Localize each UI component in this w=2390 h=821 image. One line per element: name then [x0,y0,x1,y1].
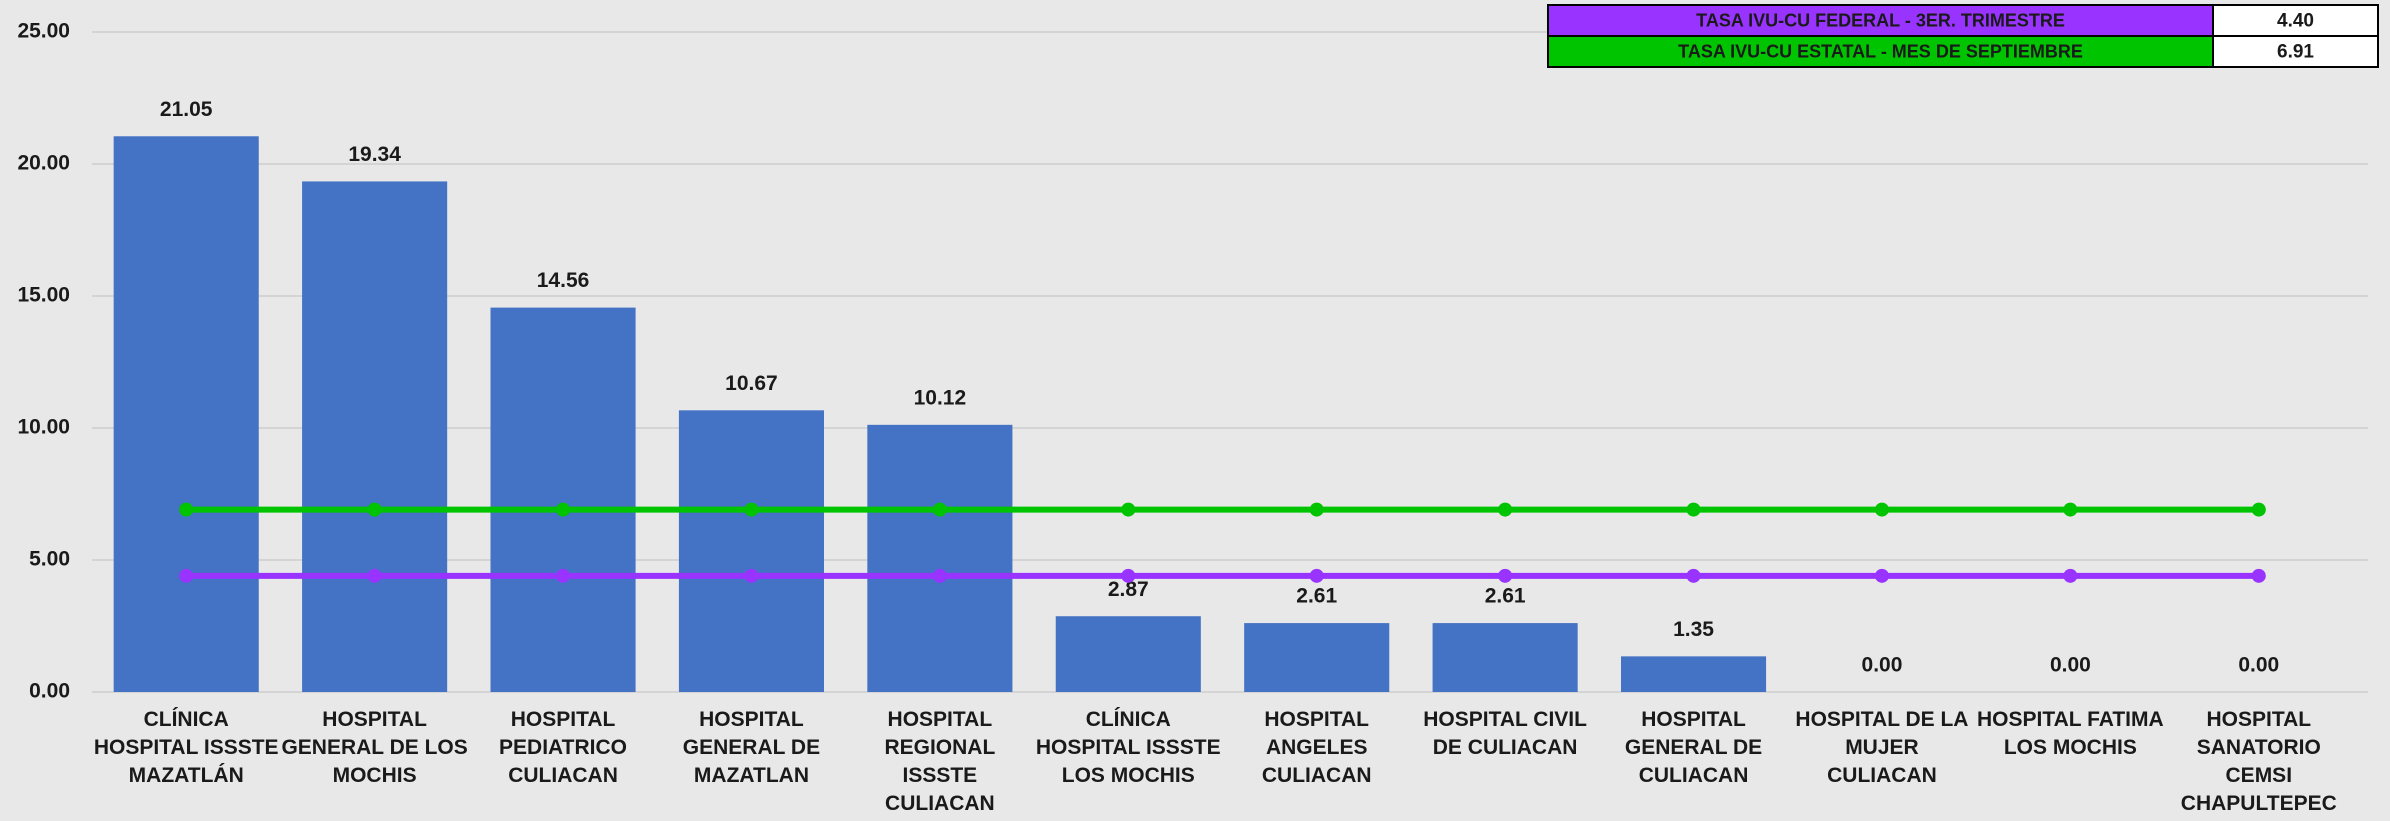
x-tick-label-box: HOSPITAL GENERAL DE CULIACAN [1624,708,1763,787]
x-tick-label-box: HOSPITAL DE LA MUJER CULIACAN [1795,708,1969,787]
line-marker [179,502,194,517]
line-marker [2063,502,2078,517]
line-marker [367,502,382,517]
data-label: 1.35 [1673,618,1714,641]
line-marker [932,568,947,583]
line-marker [2251,502,2266,517]
y-tick-label: 10.00 [17,416,70,439]
x-tick-label: HOSPITAL GENERAL DE MAZATLAN [682,708,821,787]
x-tick-label-box: HOSPITAL REGIONAL ISSSTE CULIACAN [884,708,996,815]
x-tick-label-box: CLÍNICA HOSPITAL ISSSTE MAZATLÁN [93,708,279,787]
x-tick-label: HOSPITAL GENERAL DE LOS MOCHIS [281,708,468,787]
bar [1055,616,1201,692]
line-marker [1686,502,1701,517]
y-tick-label: 15.00 [17,284,70,307]
x-tick-label: HOSPITAL FATIMA LOS MOCHIS [1977,708,2164,759]
line-marker [1309,502,1324,517]
line-marker [367,568,382,583]
bar [490,307,636,692]
data-label: 21.05 [160,98,213,121]
line-marker [556,568,571,583]
line-marker [744,568,759,583]
bar [302,181,448,692]
x-tick-label-box: HOSPITAL PEDIATRICO CULIACAN [499,708,627,787]
x-tick-label: HOSPITAL CIVIL DE CULIACAN [1423,708,1587,759]
x-tick-label-box: HOSPITAL GENERAL DE LOS MOCHIS [281,708,468,787]
bar [867,424,1013,692]
line-marker [1686,568,1701,583]
line-marker [1121,568,1136,583]
line-marker [2063,568,2078,583]
data-label: 10.12 [914,386,967,409]
legend-value: 4.40 [2277,11,2314,32]
y-tick-label: 25.00 [17,20,70,43]
bar [113,136,259,692]
x-tick-label: HOSPITAL ANGELES CULIACAN [1261,708,1372,787]
x-tick-label: HOSPITAL REGIONAL ISSSTE CULIACAN [884,708,996,815]
line-marker [1498,502,1513,517]
line-marker [744,502,759,517]
data-label: 0.00 [1862,654,1903,677]
legend-swatch [1547,4,2214,37]
x-tick-label-box: HOSPITAL FATIMA LOS MOCHIS [1977,708,2164,759]
x-tick-label: HOSPITAL DE LA MUJER CULIACAN [1795,708,1969,787]
x-tick-label: CLÍNICA HOSPITAL ISSSTE LOS MOCHIS [1035,708,1221,787]
bar [1244,623,1390,692]
line-marker [179,568,194,583]
data-label: 19.34 [348,143,401,166]
data-label: 0.00 [2050,654,2091,677]
x-tick-label-box: HOSPITAL GENERAL DE MAZATLAN [682,708,821,787]
x-tick-label-box: HOSPITAL ANGELES CULIACAN [1261,708,1372,787]
data-label: 2.61 [1485,585,1526,608]
legend-value: 6.91 [2277,42,2314,63]
y-tick-label: 5.00 [29,548,70,571]
data-label: 2.87 [1108,578,1149,601]
line-marker [556,502,571,517]
line-marker [1309,568,1324,583]
x-tick-label: HOSPITAL SANATORIO CEMSI CHAPULTEPEC [2180,708,2337,815]
x-tick-label: HOSPITAL GENERAL DE CULIACAN [1624,708,1763,787]
legend-label: TASA IVU-CU FEDERAL - 3ER. TRIMESTRE [1696,10,2065,30]
bar [1621,656,1767,692]
x-tick-label-box: HOSPITAL CIVIL DE CULIACAN [1423,708,1587,759]
legend-value-cell [2212,35,2379,68]
legend-label: TASA IVU-CU ESTATAL - MES DE SEPTIEMBRE [1678,41,2083,61]
y-tick-label: 20.00 [17,152,70,175]
line-marker [1498,568,1513,583]
line-marker [1874,568,1889,583]
y-tick-label: 0.00 [29,680,70,703]
line-marker [932,502,947,517]
x-tick-label: HOSPITAL PEDIATRICO CULIACAN [499,708,627,787]
line-marker [2251,568,2266,583]
bar [1432,623,1578,692]
bar [678,410,824,692]
data-label: 14.56 [537,269,590,292]
line-marker [1121,502,1136,517]
line-marker [1874,502,1889,517]
x-tick-label-box: HOSPITAL SANATORIO CEMSI CHAPULTEPEC [2180,708,2337,815]
data-label: 0.00 [2238,654,2279,677]
data-label: 10.67 [725,372,778,395]
x-tick-label: CLÍNICA HOSPITAL ISSSTE MAZATLÁN [93,708,279,787]
data-label: 2.61 [1296,585,1337,608]
x-tick-label-box: CLÍNICA HOSPITAL ISSSTE LOS MOCHIS [1035,708,1221,787]
